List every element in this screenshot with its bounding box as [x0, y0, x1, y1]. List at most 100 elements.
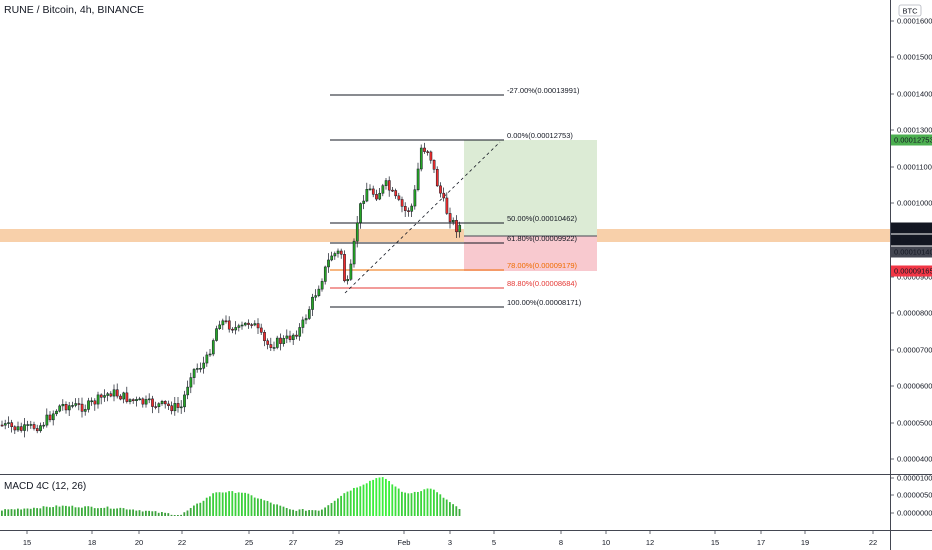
- candle-body: [0, 424, 4, 427]
- candle-body: [349, 263, 353, 280]
- macd-bar: [26, 508, 29, 516]
- candle-body: [451, 219, 455, 223]
- macd-bar: [234, 492, 237, 516]
- candle-body: [147, 398, 151, 401]
- macd-bar: [253, 497, 256, 516]
- macd-bar: [353, 487, 355, 516]
- candle-body: [77, 403, 81, 405]
- fib-level-label: -27.00%(0.00013991): [507, 86, 580, 95]
- candle-body: [359, 203, 362, 224]
- candle-body: [339, 250, 343, 255]
- macd-bar: [106, 506, 109, 516]
- macd-bar: [433, 489, 435, 516]
- macd-bar: [129, 509, 131, 516]
- candle-body: [355, 222, 359, 242]
- macd-bar: [417, 491, 419, 516]
- macd-bar: [349, 490, 352, 516]
- price-tags: 0.00012753 0.00010314 01:50:27 0.00010140 0.…: [891, 134, 932, 277]
- macd-bar: [135, 510, 138, 516]
- macd-bar: [439, 494, 442, 516]
- candle-body: [119, 395, 122, 400]
- macd-bar: [314, 510, 317, 516]
- fib-level-label: 0.00%(0.00012753): [507, 131, 573, 140]
- candle-body: [151, 398, 154, 407]
- candle-body: [243, 322, 247, 326]
- macd-bar: [17, 508, 19, 516]
- fib-retracement[interactable]: -27.00%(0.00013991) 0.00%(0.00012753) 50.0…: [330, 86, 582, 308]
- candle-body: [93, 400, 97, 405]
- candle-body: [368, 188, 372, 191]
- time-axis[interactable]: 15 18 20 22 25 27 29 Feb 3 5 8 10 12 15 17 19 22: [23, 530, 877, 547]
- candle-body: [285, 335, 289, 339]
- macd-bar: [173, 515, 176, 516]
- price-tag-stop: [891, 265, 932, 277]
- candle-body: [167, 403, 170, 406]
- macd-bar: [161, 512, 163, 516]
- candle-body: [445, 197, 449, 214]
- macd-bar: [449, 502, 451, 516]
- candle-body: [263, 332, 266, 342]
- candle-body: [378, 192, 382, 200]
- profit-zone[interactable]: [464, 140, 597, 236]
- macd-bar: [436, 492, 438, 516]
- macd-bar: [145, 510, 147, 516]
- candle-body: [64, 404, 68, 411]
- macd-bar: [375, 478, 378, 516]
- macd-bar: [266, 500, 269, 516]
- macd-bar: [141, 511, 144, 516]
- macd-bar: [413, 491, 416, 516]
- macd-bar: [452, 504, 454, 516]
- macd-histogram: [1, 477, 461, 516]
- macd-bar: [381, 477, 384, 516]
- macd-bar: [113, 508, 115, 516]
- candle-body: [301, 319, 305, 328]
- macd-bar: [397, 488, 400, 516]
- macd-bar: [23, 508, 26, 516]
- fib-level-label: 88.80%(0.00008684): [507, 279, 578, 288]
- macd-bar: [263, 500, 266, 516]
- fib-trendline[interactable]: [344, 141, 501, 294]
- candle-body: [381, 185, 385, 194]
- macd-bar: [29, 508, 32, 516]
- macd-bar: [132, 509, 134, 516]
- candle-body: [317, 288, 321, 296]
- candle-body: [71, 405, 74, 407]
- macd-bar: [151, 511, 154, 516]
- macd-bar: [241, 492, 243, 516]
- macd-bar: [148, 510, 150, 516]
- currency-badge[interactable]: [898, 4, 922, 17]
- macd-bar: [285, 507, 288, 516]
- candle-body: [343, 254, 346, 282]
- macd-bar: [4, 509, 6, 516]
- macd-bar: [308, 510, 310, 516]
- macd-bar: [193, 505, 195, 516]
- macd-indicator-label[interactable]: MACD 4C (12, 26): [4, 481, 87, 492]
- candle-body: [42, 424, 46, 427]
- candle-body: [250, 324, 254, 326]
- macd-bar: [189, 508, 192, 516]
- macd-bar: [196, 503, 198, 516]
- candle-body: [365, 189, 369, 202]
- macd-bar: [445, 499, 448, 516]
- macd-bar: [164, 512, 166, 516]
- candle-body: [109, 393, 113, 397]
- macd-bar: [7, 509, 10, 516]
- time-label: 22: [869, 538, 877, 547]
- loss-zone[interactable]: [464, 236, 597, 271]
- candle-body: [3, 423, 7, 426]
- macd-bar: [74, 507, 77, 516]
- time-label: 17: [757, 538, 765, 547]
- fib-level-label: 100.00%(0.00008171): [507, 298, 582, 307]
- macd-bar: [401, 491, 403, 516]
- support-band[interactable]: [0, 229, 890, 242]
- candle-body: [195, 368, 199, 370]
- macd-bar: [321, 509, 323, 516]
- candle-body: [333, 253, 337, 257]
- macd-bar: [58, 506, 61, 516]
- candle-body: [247, 322, 250, 325]
- candle-body: [314, 295, 318, 298]
